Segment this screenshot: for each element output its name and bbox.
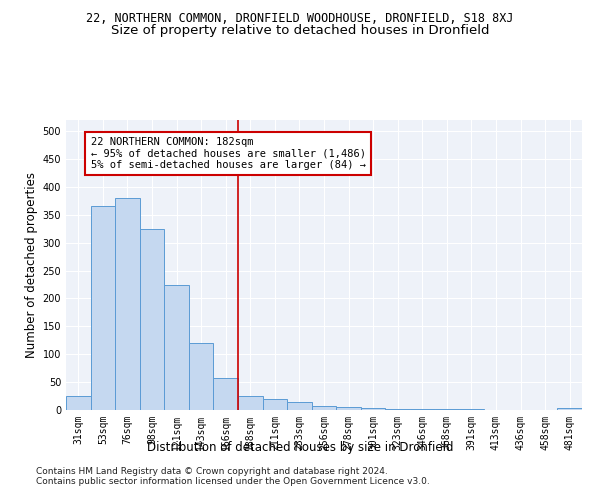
Bar — [164, 284, 189, 410]
Text: Distribution of detached houses by size in Dronfield: Distribution of detached houses by size … — [147, 441, 453, 454]
Bar — [263, 399, 287, 410]
Bar — [336, 407, 361, 410]
Bar — [385, 409, 410, 410]
Bar — [214, 378, 238, 410]
Bar — [189, 343, 214, 410]
Bar — [66, 396, 91, 410]
Text: 22, NORTHERN COMMON, DRONFIELD WOODHOUSE, DRONFIELD, S18 8XJ: 22, NORTHERN COMMON, DRONFIELD WOODHOUSE… — [86, 12, 514, 26]
Text: Contains HM Land Registry data © Crown copyright and database right 2024.: Contains HM Land Registry data © Crown c… — [36, 467, 388, 476]
Y-axis label: Number of detached properties: Number of detached properties — [25, 172, 38, 358]
Bar — [557, 408, 582, 410]
Bar — [115, 198, 140, 410]
Bar — [238, 396, 263, 410]
Bar — [312, 406, 336, 410]
Bar — [91, 206, 115, 410]
Text: Contains public sector information licensed under the Open Government Licence v3: Contains public sector information licen… — [36, 477, 430, 486]
Bar — [287, 402, 312, 410]
Bar — [361, 408, 385, 410]
Text: 22 NORTHERN COMMON: 182sqm
← 95% of detached houses are smaller (1,486)
5% of se: 22 NORTHERN COMMON: 182sqm ← 95% of deta… — [91, 136, 365, 170]
Text: Size of property relative to detached houses in Dronfield: Size of property relative to detached ho… — [111, 24, 489, 37]
Bar — [140, 229, 164, 410]
